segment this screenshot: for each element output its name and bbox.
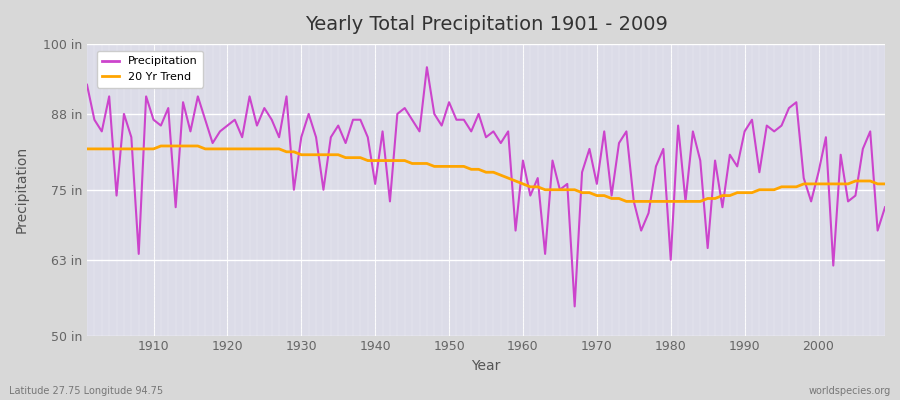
Y-axis label: Precipitation: Precipitation [15, 146, 29, 233]
Legend: Precipitation, 20 Yr Trend: Precipitation, 20 Yr Trend [96, 51, 203, 88]
X-axis label: Year: Year [472, 359, 500, 373]
Text: Latitude 27.75 Longitude 94.75: Latitude 27.75 Longitude 94.75 [9, 386, 163, 396]
Text: worldspecies.org: worldspecies.org [809, 386, 891, 396]
Title: Yearly Total Precipitation 1901 - 2009: Yearly Total Precipitation 1901 - 2009 [304, 15, 668, 34]
